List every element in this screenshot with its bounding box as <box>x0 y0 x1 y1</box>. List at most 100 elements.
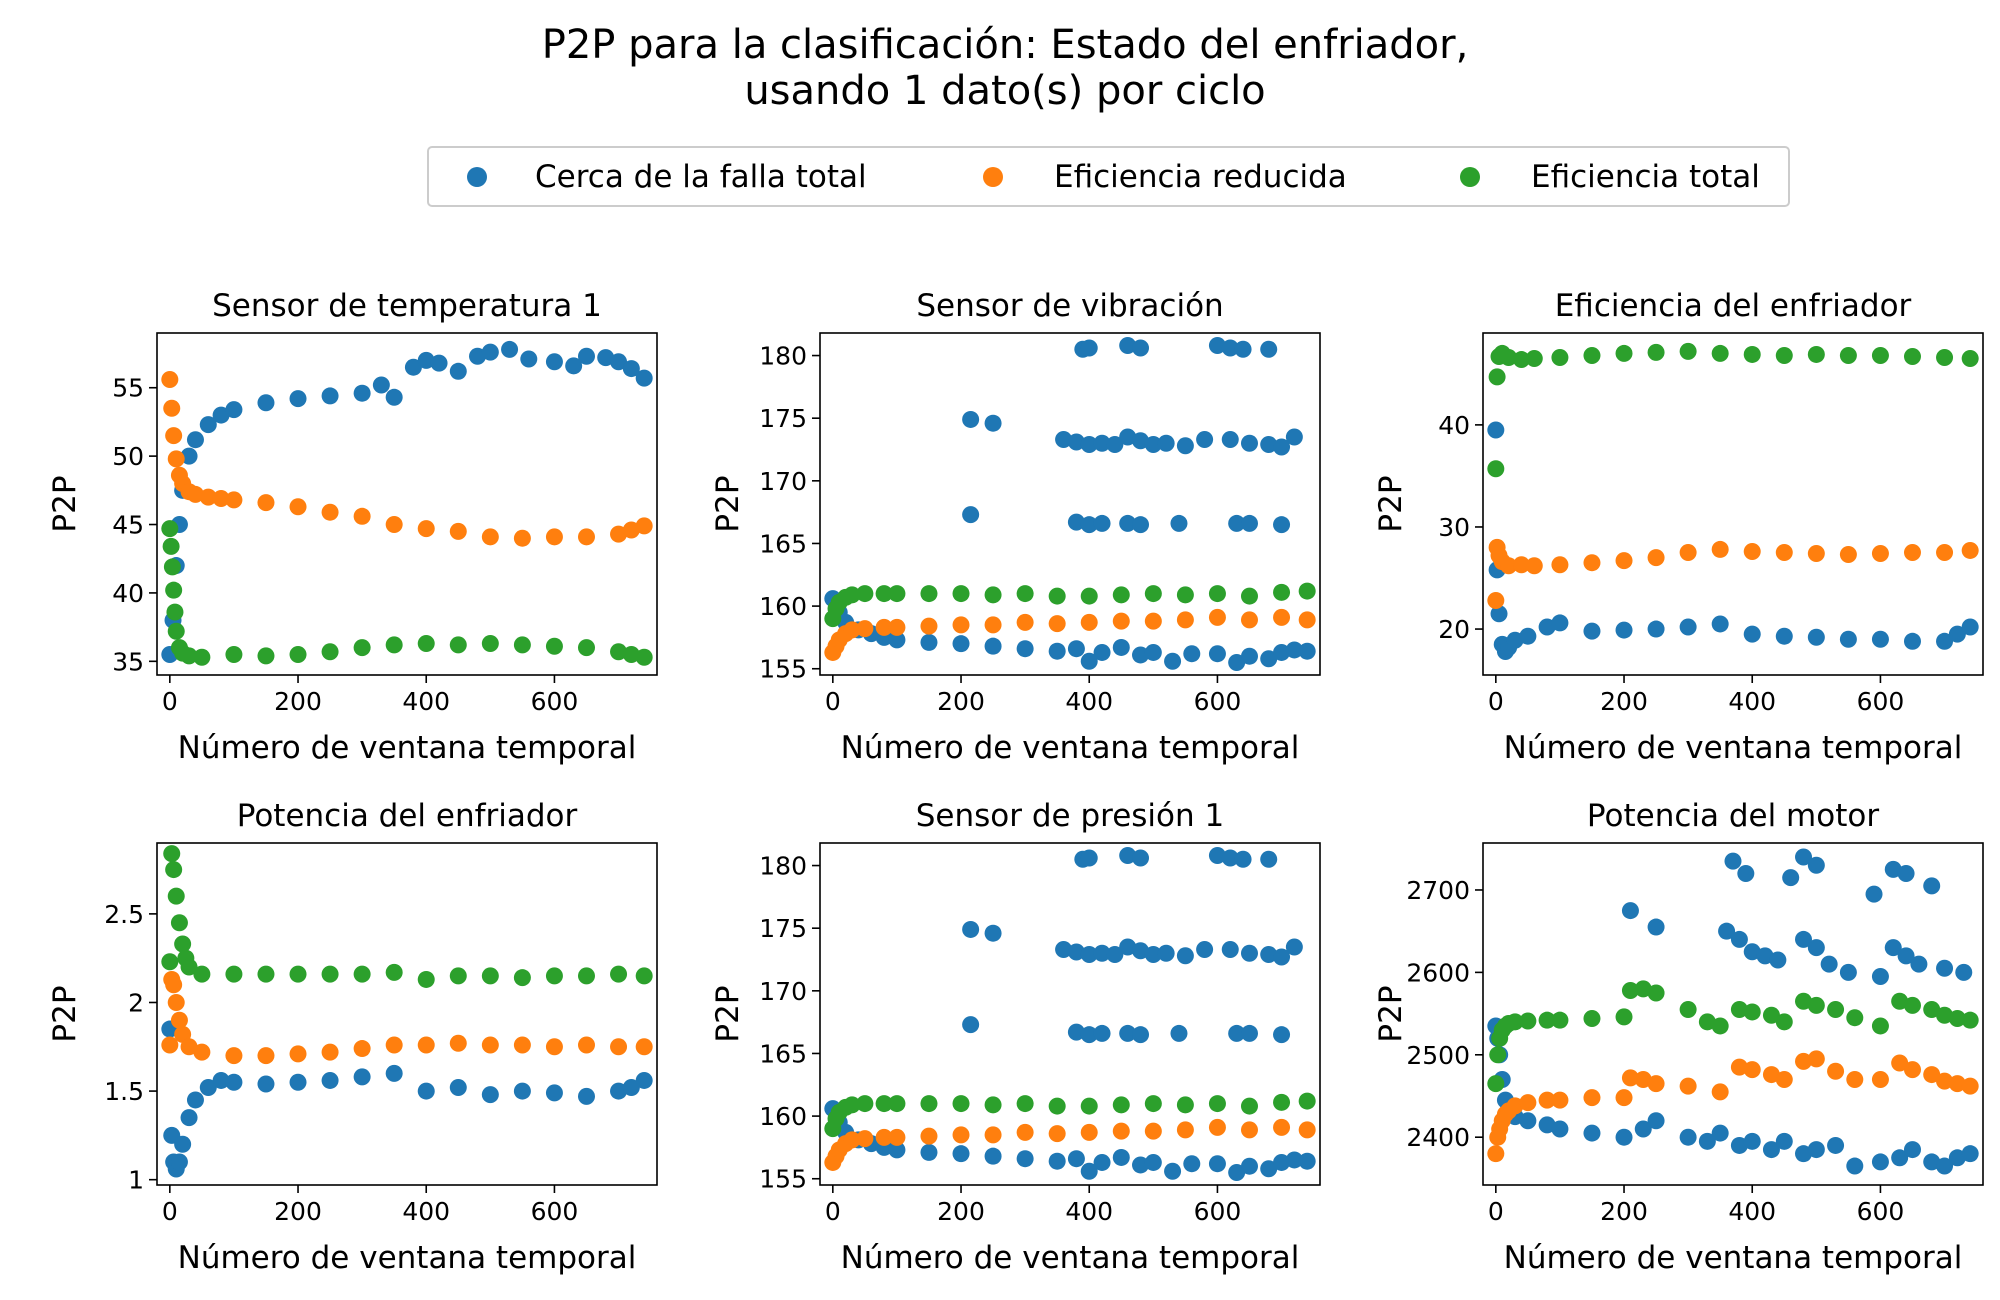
x-tick-label: 600 <box>1194 687 1242 716</box>
data-point <box>1208 585 1226 603</box>
data-point <box>1240 1097 1258 1115</box>
data-point <box>1067 1023 1085 1041</box>
data-point <box>622 521 640 539</box>
data-point <box>1647 549 1665 567</box>
data-point <box>597 349 615 367</box>
data-point <box>1615 621 1633 639</box>
data-point <box>163 558 181 576</box>
data-point <box>417 635 435 653</box>
data-point <box>1807 1050 1825 1068</box>
data-point <box>180 1038 198 1056</box>
data-point <box>545 528 563 546</box>
x-axis-label: Número de ventana temporal <box>841 730 1300 766</box>
data-point <box>856 620 874 638</box>
subplot-points <box>824 847 1316 1181</box>
data-point <box>257 394 275 412</box>
data-point <box>962 1016 980 1034</box>
data-point <box>513 1082 531 1100</box>
data-point <box>1228 1024 1246 1042</box>
data-point <box>1711 540 1729 558</box>
y-tick-label: 40 <box>1438 411 1470 440</box>
data-point <box>875 1095 893 1113</box>
data-point <box>888 1141 906 1159</box>
data-point <box>449 362 467 380</box>
data-point <box>165 976 183 994</box>
data-point <box>1273 608 1291 626</box>
data-point <box>186 431 204 449</box>
data-point <box>1923 1000 1941 1018</box>
y-tick-label: 2.5 <box>104 900 144 929</box>
subplot-3: 0 200 400 600 20 30 40 Eficiencia del enfriador… <box>1373 288 1984 766</box>
data-point <box>1234 340 1252 358</box>
data-point <box>1048 1125 1066 1143</box>
data-point <box>1048 587 1066 605</box>
data-point <box>1795 848 1813 866</box>
data-point <box>1903 996 1921 1014</box>
data-point <box>1221 430 1239 448</box>
data-point <box>321 1043 339 1061</box>
data-point <box>289 390 307 408</box>
data-point <box>635 369 653 387</box>
data-point <box>1228 1163 1246 1181</box>
data-point <box>952 1126 970 1144</box>
data-point <box>163 399 181 417</box>
y-tick-label: 175 <box>759 914 807 943</box>
data-point <box>1551 614 1569 632</box>
x-axis-label: Número de ventana temporal <box>178 730 637 766</box>
data-point <box>225 645 243 663</box>
x-tick-label: 0 <box>162 1197 178 1226</box>
data-point <box>1157 944 1175 962</box>
data-point <box>225 401 243 419</box>
data-point <box>1936 1006 1954 1024</box>
data-point <box>635 1038 653 1056</box>
data-point <box>1298 1092 1316 1110</box>
data-point <box>1621 902 1639 920</box>
data-point <box>481 343 499 361</box>
data-point <box>1936 543 1954 561</box>
data-point <box>180 958 198 976</box>
data-point <box>193 965 211 983</box>
data-point <box>1016 1123 1034 1141</box>
data-point <box>1080 849 1098 867</box>
data-point <box>1775 346 1793 364</box>
figure-title-line2: usando 1 dato(s) por ciclo <box>744 68 1265 114</box>
data-point <box>1730 1136 1748 1154</box>
data-point <box>1884 860 1902 878</box>
data-point <box>1221 339 1239 357</box>
data-point <box>1490 605 1508 623</box>
data-point <box>920 617 938 635</box>
data-point <box>520 350 538 368</box>
legend: Cerca de la falla total Eficiencia reduc… <box>427 146 1790 207</box>
data-point <box>1871 1071 1889 1089</box>
data-point <box>1144 585 1162 603</box>
data-point <box>1208 337 1226 355</box>
data-point <box>1583 1089 1601 1107</box>
y-axis-label: P2P <box>47 985 83 1042</box>
data-point <box>1112 612 1130 630</box>
subplot-points <box>1487 848 1979 1175</box>
data-point <box>174 935 192 953</box>
data-point <box>952 585 970 603</box>
data-point <box>1067 433 1085 451</box>
data-point <box>1795 992 1813 1010</box>
data-point <box>1500 557 1518 575</box>
y-tick-label: 55 <box>112 374 144 403</box>
data-point <box>1067 640 1085 658</box>
legend-label-total: Eficiencia total <box>1531 159 1760 195</box>
data-point <box>257 965 275 983</box>
data-point <box>1827 1000 1845 1018</box>
data-point <box>1871 545 1889 563</box>
data-point <box>1285 938 1303 956</box>
data-point <box>170 1153 188 1171</box>
data-point <box>1519 627 1537 645</box>
y-tick-label: 170 <box>759 467 807 496</box>
data-point <box>1647 1075 1665 1093</box>
data-point <box>1807 939 1825 957</box>
data-point <box>481 1036 499 1054</box>
data-point <box>1489 1046 1507 1064</box>
data-point <box>353 1040 371 1058</box>
data-point <box>920 1127 938 1145</box>
subplot-4: 0 200 400 600 1 1.5 2 2.5 Potencia del enfriador… <box>47 798 658 1276</box>
data-point <box>875 585 893 603</box>
